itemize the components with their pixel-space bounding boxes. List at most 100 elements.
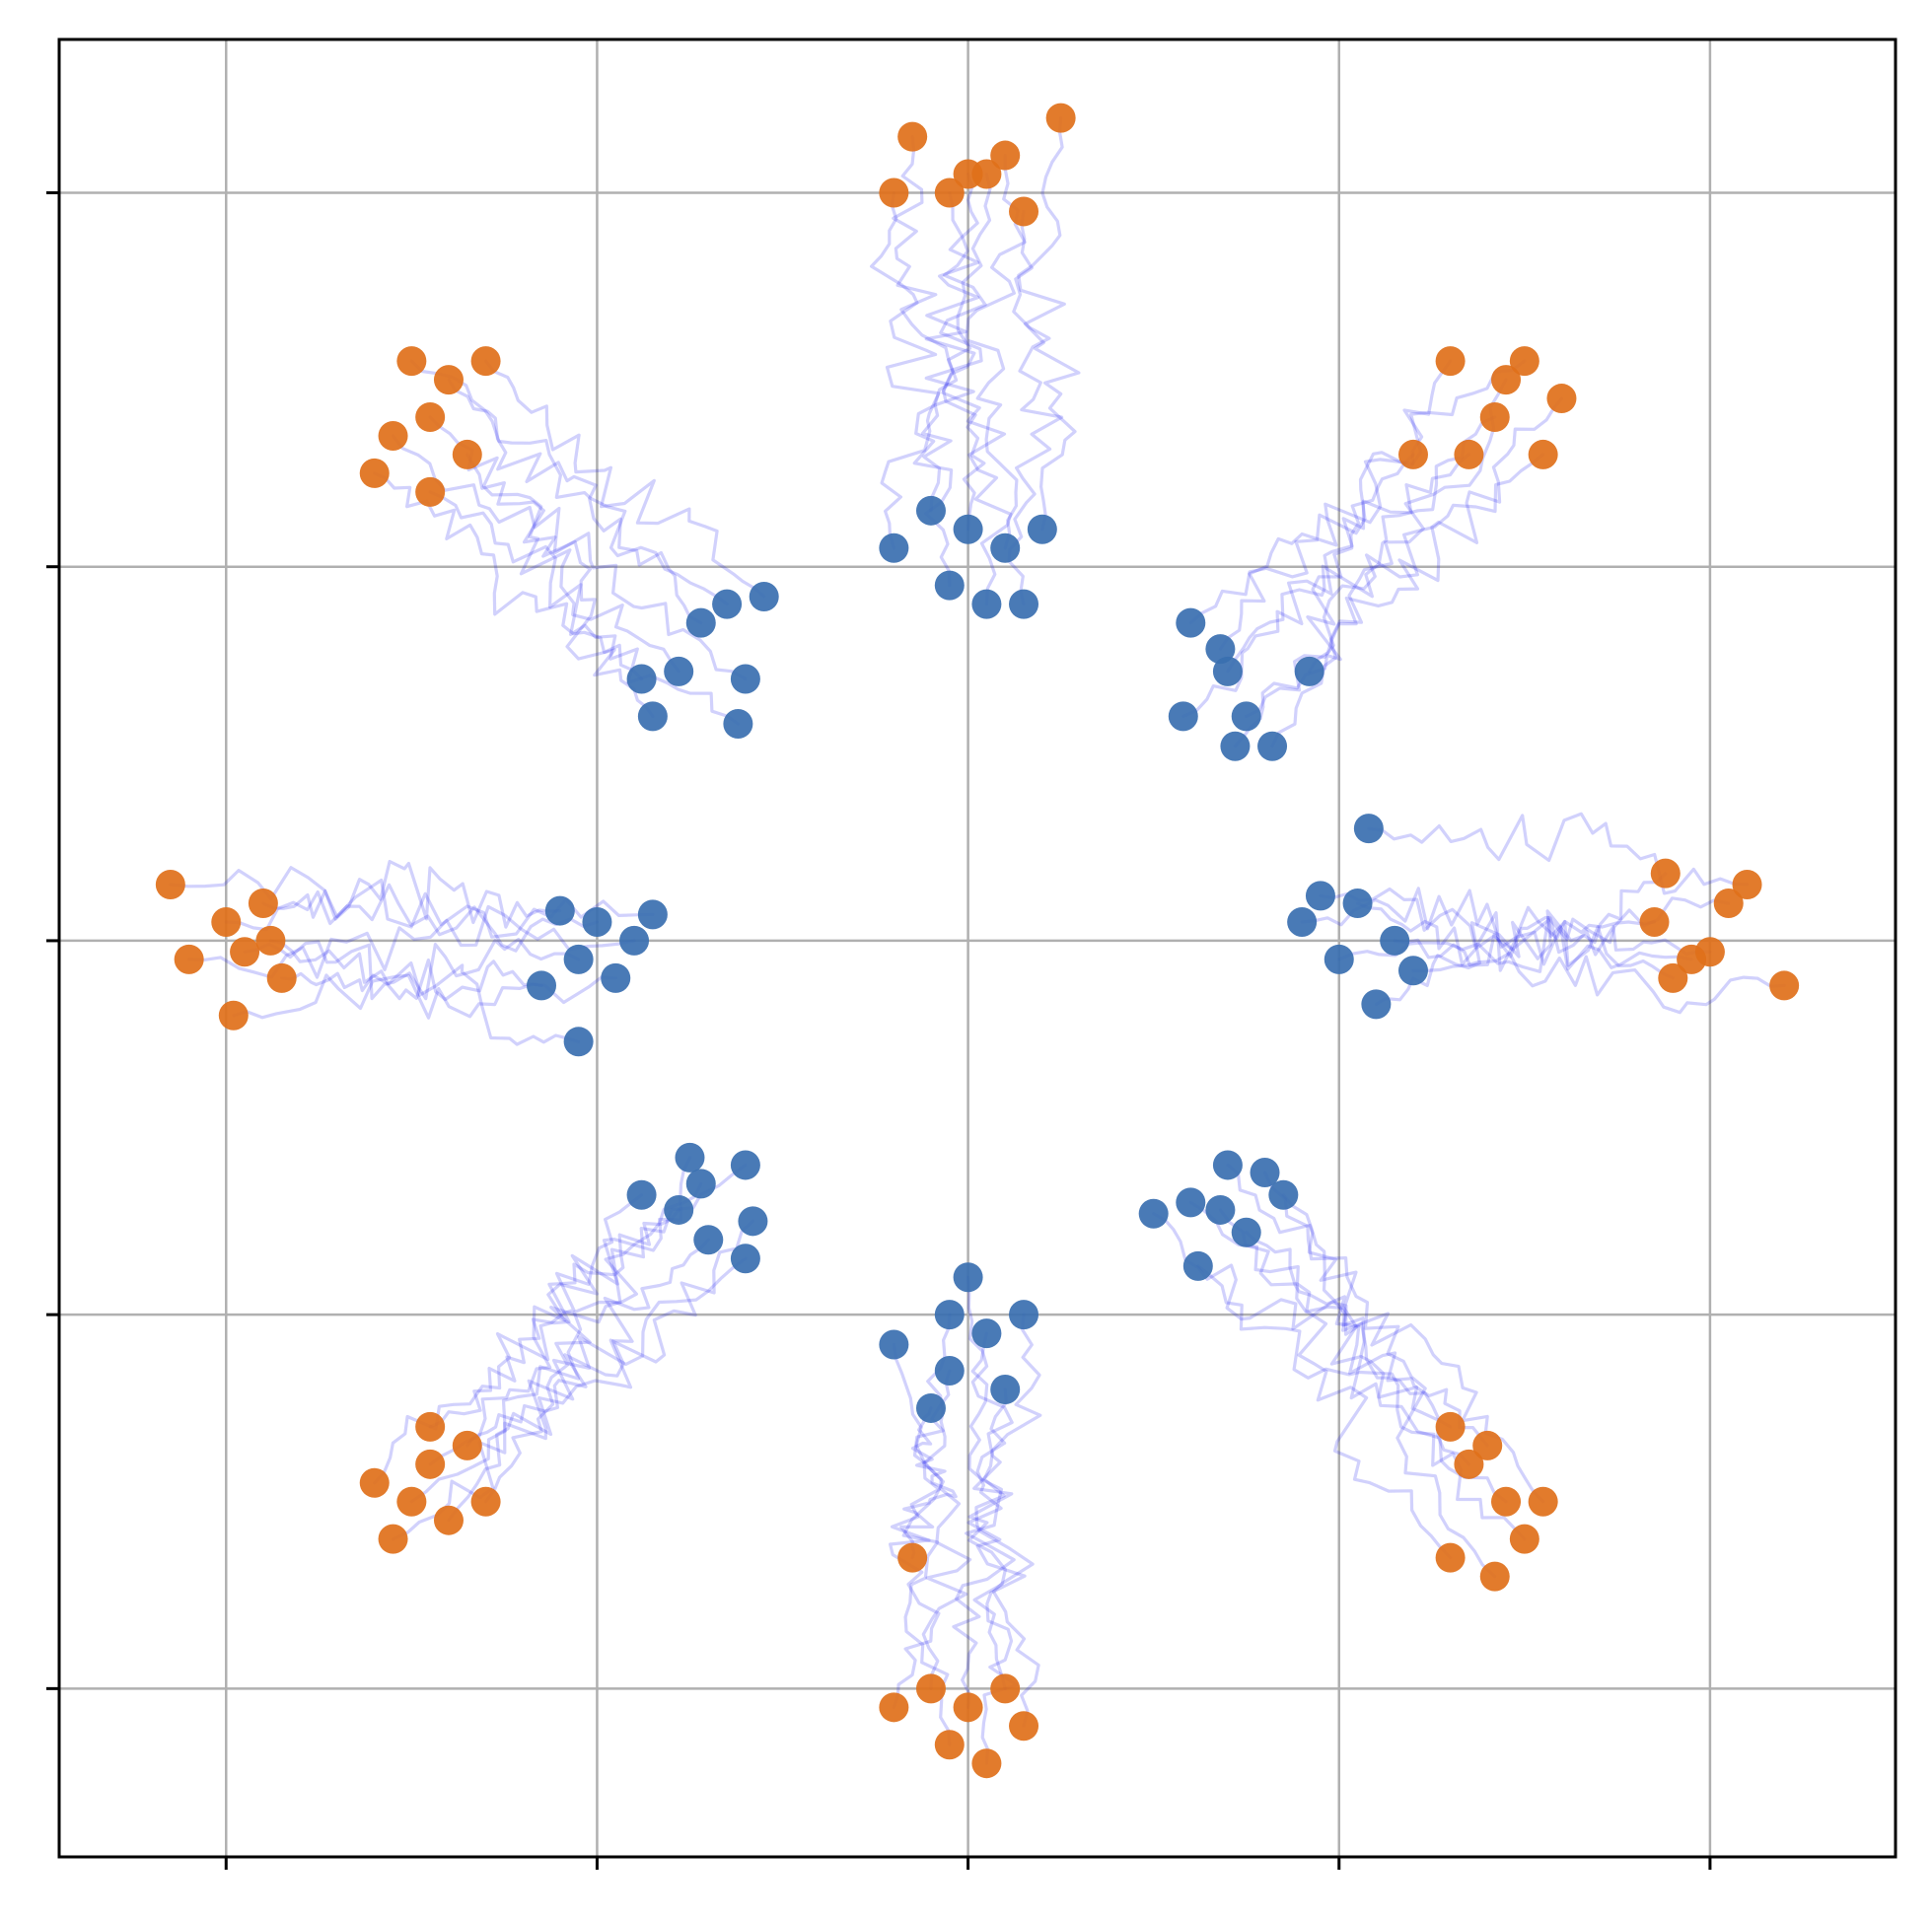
end-point [1639,906,1670,937]
start-point [1205,634,1236,665]
trajectory-line [974,1313,1042,1728]
start-point [601,962,631,993]
end-point [1509,346,1539,377]
start-point [1182,1250,1213,1281]
end-point [990,140,1021,171]
start-point [1397,956,1428,986]
start-point [1324,944,1354,974]
end-point [879,178,909,208]
trajectory-line [373,471,644,681]
end-point [1435,346,1466,377]
start-point [879,533,909,563]
start-point [619,925,650,956]
end-point [452,439,482,469]
start-point [626,1179,657,1210]
start-point [544,895,575,926]
end-point [378,420,408,451]
trajectory-line [1218,1208,1453,1560]
end-point [155,870,185,900]
start-point [934,1356,965,1387]
trajectory-line [391,1256,748,1541]
trajectory-line [1393,915,1712,967]
trajectory-line [268,939,581,1046]
trajectory-line [1319,887,1693,972]
end-point [1045,103,1076,133]
trajectory-line [1226,1163,1471,1466]
start-point [915,495,946,526]
start-point [685,1169,716,1199]
trajectory-line [428,490,741,726]
trajectory-line [187,904,636,979]
plot-frame [57,37,1897,1859]
trajectory-line [447,1219,755,1523]
start-point [637,701,668,732]
trajectory-line [1181,453,1471,719]
start-point [712,589,743,619]
trajectory-line [465,453,655,719]
start-point [749,582,779,612]
end-point [415,476,446,507]
trajectory-line [169,866,655,939]
start-point [1257,731,1288,761]
trajectory-line [1262,1171,1497,1579]
end-point [1454,439,1484,469]
end-point [934,1730,965,1760]
start-point [1176,607,1206,638]
start-point [1220,731,1251,761]
end-point [915,1673,946,1704]
start-point [990,533,1021,563]
start-point [1168,701,1198,732]
trajectory-line [1308,396,1564,674]
trajectory-line [1367,812,1750,895]
trajectory-line [428,1208,680,1429]
start-point [685,607,716,638]
start-point [1268,1179,1299,1210]
end-point [1435,1411,1466,1442]
start-point [1212,656,1243,686]
end-point [415,1449,446,1479]
end-point [396,1486,427,1517]
start-point [1231,1217,1261,1247]
start-point [1353,814,1384,844]
end-point [1491,1486,1522,1517]
end-point [971,159,1002,189]
start-point [1231,701,1261,732]
start-point [664,656,694,686]
trajectory-line [1374,872,1668,1007]
trajectory-line [484,359,766,599]
trajectory-line [966,1275,1014,1691]
end-point [433,1505,464,1535]
start-point [730,1244,760,1274]
trajectory-line [484,1156,692,1504]
end-point [211,906,242,937]
trajectory-line [1281,1193,1545,1504]
trajectory-line [465,1238,710,1448]
start-point [730,664,760,694]
start-point [563,944,594,974]
trajectory-line [869,190,941,550]
start-point [563,1027,594,1057]
end-point [255,925,286,956]
end-point [1397,439,1428,469]
end-point [218,1000,249,1031]
end-point [1509,1524,1539,1554]
trajectory-line [966,1387,1027,1765]
start-point [730,1150,760,1180]
end-point [470,346,501,377]
end-point [1546,384,1577,414]
trajectory-line [447,378,703,625]
trajectory-line [899,1406,958,1560]
start-point [1287,906,1318,937]
trajectory-line [261,859,562,929]
start-point [637,899,668,930]
end-point [248,888,278,918]
end-point [266,962,297,993]
trajectory-line [1245,1231,1489,1448]
end-point [1009,196,1039,227]
trajectory-line [952,1331,1016,1709]
start-point [723,708,753,739]
trajectory-line [280,958,543,1002]
end-point [1769,970,1800,1001]
start-point [527,970,557,1001]
start-point [879,1329,909,1360]
